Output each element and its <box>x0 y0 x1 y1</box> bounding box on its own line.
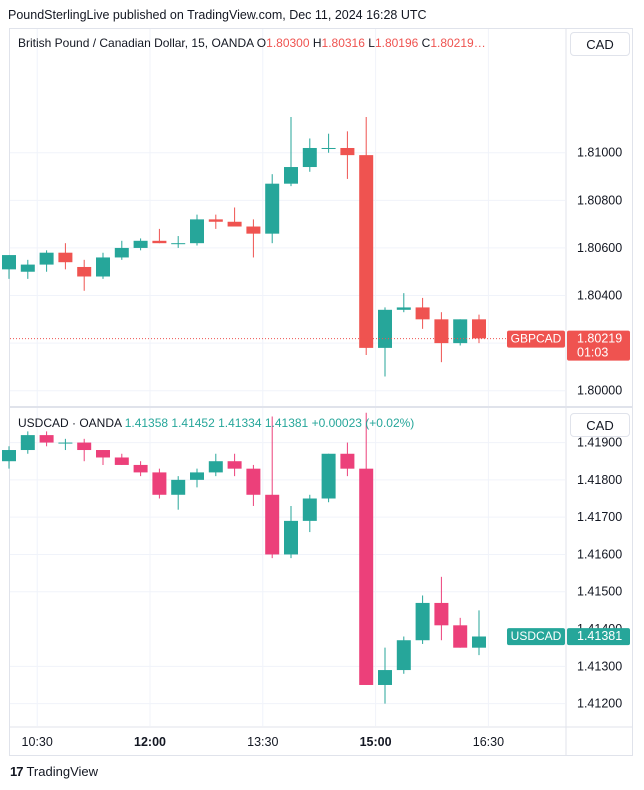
candle-body <box>434 602 449 626</box>
symbol-badge <box>507 330 565 348</box>
candle-body <box>227 221 242 227</box>
candle-body <box>58 442 73 444</box>
candle-body <box>396 307 411 310</box>
candle-body <box>114 247 129 258</box>
candle-body <box>453 625 468 648</box>
y-tick-label: 1.81000 <box>577 146 622 160</box>
y-tick-label: 1.41800 <box>577 473 622 487</box>
price-badge <box>567 330 630 361</box>
candle-body <box>190 472 204 480</box>
published-header: PoundSterlingLive published on TradingVi… <box>8 8 427 22</box>
candle-body <box>340 453 355 469</box>
x-tick-label: 10:30 <box>22 735 53 749</box>
candle-body <box>378 309 392 348</box>
candle-body <box>321 453 336 499</box>
y-tick-label: 1.80600 <box>577 241 622 255</box>
currency-button-top[interactable]: CAD <box>570 32 630 56</box>
candle-body <box>321 147 336 149</box>
currency-button-bottom[interactable]: CAD <box>570 413 630 437</box>
candle-body <box>152 472 167 495</box>
x-tick-label: 16:30 <box>473 735 504 749</box>
candle-body <box>171 479 186 495</box>
price-badge-value: 1.80219 <box>577 332 622 346</box>
y-tick-label: 1.41700 <box>577 510 622 524</box>
y-tick-label: 1.41900 <box>577 436 622 450</box>
candle-body <box>2 255 16 270</box>
price-badge-value: 1.41381 <box>577 629 622 643</box>
candle-body <box>58 252 73 263</box>
candle-body <box>20 264 35 272</box>
candle-body <box>284 520 298 555</box>
candle-body <box>284 167 298 184</box>
candle-body <box>77 266 92 277</box>
legend-usdcad: USDCAD · OANDA 1.41358 1.41452 1.41334 1… <box>18 416 414 430</box>
y-tick-label: 1.41500 <box>577 585 622 599</box>
candle-body <box>114 457 129 465</box>
y-tick-label: 1.41300 <box>577 659 622 673</box>
candle-body <box>302 498 317 521</box>
candle-body <box>20 435 35 451</box>
candle-body <box>340 147 355 156</box>
y-tick-label: 1.80400 <box>577 289 622 303</box>
candle-body <box>39 435 54 443</box>
candle-body <box>133 240 148 248</box>
legend-gbpcad: British Pound / Canadian Dollar, 15, OAN… <box>18 36 486 50</box>
symbol-badge-label: GBPCAD <box>511 332 562 346</box>
candle-body <box>302 147 317 168</box>
candle-body <box>227 461 242 469</box>
candle-body <box>472 319 486 339</box>
y-tick-label: 1.41600 <box>577 547 622 561</box>
chart-frame <box>9 28 633 756</box>
x-tick-label: 15:00 <box>360 735 392 749</box>
countdown-value: 01:03 <box>577 346 608 360</box>
candle-body <box>152 240 167 244</box>
candle-body <box>39 252 54 265</box>
price-badge <box>567 628 630 646</box>
candle-body <box>96 257 110 277</box>
candle-body <box>246 226 261 234</box>
candle-body <box>415 602 430 641</box>
candle-body <box>190 219 204 244</box>
x-tick-label: 13:30 <box>247 735 278 749</box>
candle-body <box>396 640 411 671</box>
y-tick-label: 1.80000 <box>577 384 622 398</box>
symbol-badge <box>507 628 565 646</box>
candle-body <box>359 155 374 348</box>
candle-body <box>415 307 430 320</box>
candle-body <box>472 636 486 648</box>
brand-name: TradingView <box>26 764 99 779</box>
candle-body <box>77 442 92 451</box>
candle-body <box>171 243 186 245</box>
y-tick-label: 1.41200 <box>577 697 622 711</box>
candle-body <box>453 319 468 344</box>
candle-body <box>434 319 449 344</box>
candle-body <box>265 183 280 234</box>
candle-body <box>208 461 223 473</box>
tradingview-logo-icon: 17 <box>10 764 24 779</box>
x-tick-label: 12:00 <box>134 735 166 749</box>
candle-body <box>246 468 261 495</box>
y-tick-label: 1.80800 <box>577 193 622 207</box>
candle-body <box>96 450 110 458</box>
candle-body <box>208 219 223 222</box>
candle-body <box>359 468 374 685</box>
candle-body <box>133 464 148 473</box>
candle-body <box>378 670 392 685</box>
candle-body <box>265 494 280 555</box>
symbol-badge-label: USDCAD <box>511 629 562 643</box>
footer: 17 TradingView <box>10 764 98 779</box>
candle-body <box>2 450 16 462</box>
